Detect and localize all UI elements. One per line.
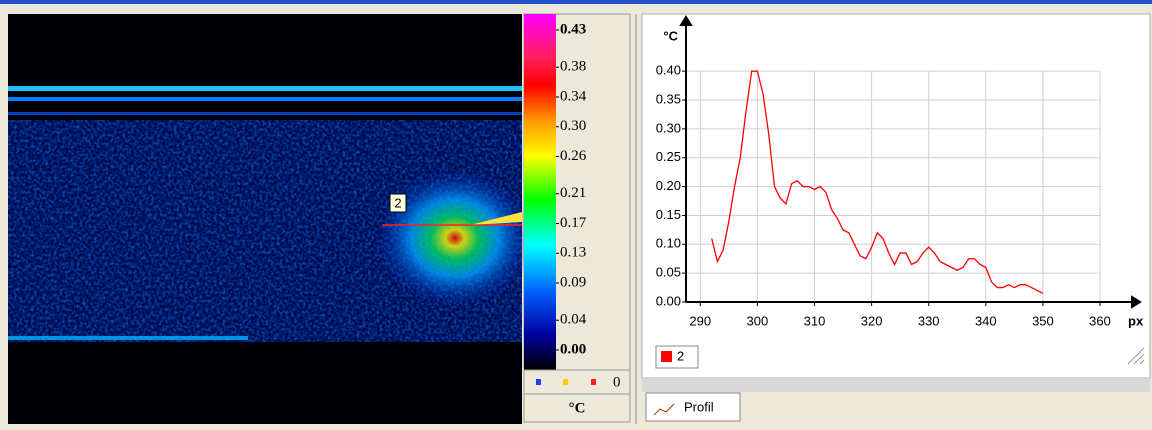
colorbar-tick-label: 0.38 bbox=[560, 59, 586, 75]
y-tick-label: 0.40 bbox=[656, 63, 681, 78]
marker-box[interactable] bbox=[389, 193, 407, 213]
edge-line bbox=[8, 86, 522, 91]
legend-icon bbox=[536, 379, 541, 385]
colorbar-tick-label: 0.13 bbox=[560, 245, 586, 261]
y-tick-label: 0.35 bbox=[656, 91, 681, 106]
x-tick-label: 330 bbox=[918, 313, 940, 328]
y-tick-label: 0.25 bbox=[656, 149, 681, 164]
x-axis-label: px bbox=[1128, 313, 1144, 328]
chart-panel bbox=[641, 13, 1151, 379]
colorbar-tick-label: 0.30 bbox=[560, 118, 586, 134]
title-bar-edge bbox=[0, 0, 1152, 4]
y-tick-label: 0.30 bbox=[656, 120, 681, 135]
colorbar-tick-label: 0.43 bbox=[560, 21, 586, 37]
edge-line bbox=[8, 97, 522, 101]
colorbar-tick-label: 0.04 bbox=[560, 312, 587, 328]
resize-grip[interactable] bbox=[1127, 347, 1145, 365]
hot-streak bbox=[470, 212, 522, 225]
y-tick-label: 0.00 bbox=[656, 293, 681, 308]
x-tick-label: 290 bbox=[689, 313, 711, 328]
count-label: 0 bbox=[613, 374, 621, 390]
colorbar: 0 °C 0.43 0.38 0.34 0.30 0.26 0.21 0.17 0.13 0.0… bbox=[523, 13, 631, 423]
scroll-area bbox=[642, 378, 1150, 392]
tab-label: Profil bbox=[684, 399, 714, 414]
x-tick-label: 300 bbox=[747, 313, 769, 328]
legend-icon bbox=[563, 379, 568, 385]
unit-box bbox=[523, 393, 631, 423]
colorbar-tick-label: 0.21 bbox=[560, 185, 586, 201]
colorbar-gradient bbox=[524, 14, 556, 370]
legend-label: 2 bbox=[677, 348, 684, 363]
y-tick-label: 0.20 bbox=[656, 178, 681, 193]
y-tick-label: 0.15 bbox=[656, 207, 681, 222]
x-axis bbox=[686, 295, 1142, 309]
unit-label: °C bbox=[569, 400, 586, 416]
tab[interactable] bbox=[645, 392, 741, 422]
edge-line bbox=[8, 112, 522, 115]
marker-label: 2 bbox=[394, 195, 401, 210]
colorbar-tick-label: 0.26 bbox=[560, 148, 587, 164]
edge-line bbox=[8, 336, 248, 340]
legend-swatch bbox=[661, 351, 672, 362]
series-line bbox=[711, 70, 1044, 294]
colorbar-tick-label: 0.17 bbox=[560, 215, 587, 231]
colorbar-tick-label: 0.09 bbox=[560, 274, 586, 290]
x-tick-label: 310 bbox=[804, 313, 826, 328]
x-tick-label: 360 bbox=[1089, 313, 1111, 328]
colorbar-tick-label: 0.34 bbox=[560, 88, 587, 104]
tab-icon bbox=[653, 403, 675, 416]
colorbar-tick-label: 0.00 bbox=[560, 341, 586, 357]
y-tick-label: 0.05 bbox=[656, 265, 681, 280]
y-axis-label: °C bbox=[663, 28, 678, 43]
legend-icon bbox=[591, 379, 596, 385]
x-tick-label: 350 bbox=[1032, 313, 1054, 328]
y-axis bbox=[679, 15, 693, 302]
hot-spot bbox=[375, 168, 535, 308]
y-tick-label: 0.10 bbox=[656, 236, 681, 251]
x-tick-label: 340 bbox=[975, 313, 997, 328]
x-tick-label: 320 bbox=[861, 313, 883, 328]
